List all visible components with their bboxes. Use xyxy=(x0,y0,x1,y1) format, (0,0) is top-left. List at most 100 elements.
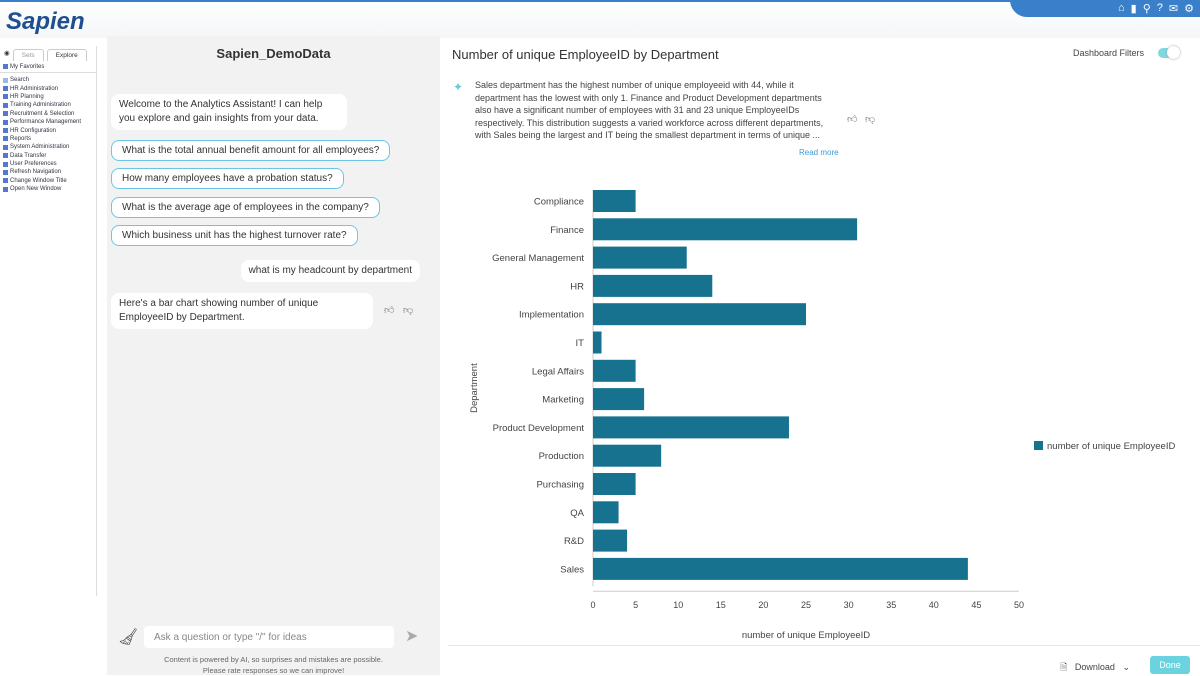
bar[interactable] xyxy=(593,529,628,552)
dashboard-filters: Dashboard Filters xyxy=(1073,46,1180,59)
disclaimer: Content is powered by AI, so surprises a… xyxy=(107,654,440,676)
nav-item[interactable]: System Administration xyxy=(0,143,96,151)
x-tick-label: 10 xyxy=(673,600,683,610)
gear-icon[interactable]: ⚙ xyxy=(1184,3,1194,15)
bar[interactable] xyxy=(593,303,806,326)
chart-icon[interactable]: ▮ xyxy=(1130,3,1137,15)
x-tick-label: 50 xyxy=(1014,600,1024,610)
help-icon[interactable]: ? xyxy=(1156,2,1163,14)
nav-label: Change Window Title xyxy=(10,177,67,184)
x-tick-label: 15 xyxy=(716,600,726,610)
bar[interactable] xyxy=(593,557,968,580)
bar[interactable] xyxy=(593,246,687,269)
bar[interactable] xyxy=(593,473,636,495)
assistant-reply: Here's a bar chart showing number of uni… xyxy=(111,293,373,329)
tab-sets[interactable]: Sets xyxy=(12,49,44,61)
y-tick-label: Purchasing xyxy=(536,480,584,491)
suggestion-button[interactable]: How many employees have a probation stat… xyxy=(111,168,344,189)
y-tick-label: Product Development xyxy=(493,423,585,434)
action-icon xyxy=(3,169,8,175)
nav-item[interactable]: Data Transfer xyxy=(0,152,96,160)
nav-label: Refresh Navigation xyxy=(10,169,62,176)
nav-label: Open New Window xyxy=(10,186,62,193)
y-tick-label: QA xyxy=(570,508,584,519)
tab-explore[interactable]: Explore xyxy=(46,49,87,61)
bar[interactable] xyxy=(593,416,789,439)
nav-item[interactable]: Search xyxy=(0,76,96,84)
x-axis-title: number of unique EmployeeID xyxy=(742,630,870,641)
thumbs-down-icon[interactable]: 👎︎ xyxy=(403,305,414,316)
bar[interactable] xyxy=(593,359,636,382)
home-icon[interactable]: ⌂ xyxy=(1118,2,1125,14)
nav-item[interactable]: Open New Window xyxy=(0,185,96,193)
nav-label: Performance Management xyxy=(10,119,82,126)
nav-favorites[interactable]: My Favorites xyxy=(0,61,96,73)
nav-item[interactable]: HR Configuration xyxy=(0,126,96,134)
broom-icon[interactable]: 🧹︎ xyxy=(118,629,139,646)
thumbs-up-icon[interactable]: 👍︎ xyxy=(847,114,858,125)
folder-icon xyxy=(3,128,8,134)
folder-icon xyxy=(3,86,8,92)
nav-collapse-icon[interactable]: ◉ xyxy=(4,50,10,57)
done-button[interactable]: Done xyxy=(1150,656,1190,674)
mail-icon[interactable]: ✉ xyxy=(1168,3,1179,15)
x-tick-label: 25 xyxy=(801,600,811,610)
legend-label[interactable]: number of unique EmployeeID xyxy=(1047,441,1175,452)
folder-icon xyxy=(3,102,8,108)
nav-item[interactable]: Reports xyxy=(0,135,96,143)
y-tick-label: Finance xyxy=(550,225,584,236)
thumbs-up-icon[interactable]: 👍︎ xyxy=(384,305,395,316)
filters-toggle[interactable] xyxy=(1158,46,1180,59)
nav-item[interactable]: User Preferences xyxy=(0,160,96,168)
suggestion-button[interactable]: What is the average age of employees in … xyxy=(111,197,380,218)
nav-item[interactable]: Change Window Title xyxy=(0,177,96,185)
y-tick-label: Sales xyxy=(560,564,584,575)
nav-label: HR Planning xyxy=(10,93,44,100)
bar[interactable] xyxy=(593,331,602,354)
suggestion-button[interactable]: What is the total annual benefit amount … xyxy=(111,140,391,161)
y-tick-label: R&D xyxy=(564,536,584,547)
nav-item[interactable]: Recruitment & Selection xyxy=(0,110,96,118)
send-icon[interactable]: ➤ xyxy=(405,628,419,645)
nav-item[interactable]: Refresh Navigation xyxy=(0,168,96,176)
x-tick-label: 40 xyxy=(929,600,939,610)
bar[interactable] xyxy=(593,274,713,297)
nav-item[interactable]: Performance Management xyxy=(0,118,96,126)
navigation-panel: ◉ Sets Explore My Favorites Search HR Adm… xyxy=(0,46,97,596)
action-icon xyxy=(3,186,8,192)
x-tick-label: 5 xyxy=(633,600,638,610)
chat-panel: Sapien_DemoData Welcome to the Analytics… xyxy=(107,36,440,675)
read-more-link[interactable]: Read more xyxy=(799,148,839,157)
download-button[interactable]: 🗎 Download ⌄ xyxy=(1060,660,1130,676)
y-tick-label: HR xyxy=(570,281,584,292)
search-icon xyxy=(3,77,8,83)
nav-label: Data Transfer xyxy=(10,152,47,159)
folder-icon xyxy=(3,119,8,125)
search-icon[interactable]: ⚲ xyxy=(1142,3,1151,15)
y-tick-label: Legal Affairs xyxy=(532,366,584,377)
chart-title: Number of unique EmployeeID by Departmen… xyxy=(452,47,719,62)
suggestion-button[interactable]: Which business unit has the highest turn… xyxy=(111,225,358,246)
bottom-bar xyxy=(448,645,1200,675)
nav-item[interactable]: HR Administration xyxy=(0,84,96,92)
bar[interactable] xyxy=(593,388,645,411)
thumbs-down-icon[interactable]: 👎︎ xyxy=(865,114,876,125)
bar[interactable] xyxy=(593,218,858,241)
nav-label: System Administration xyxy=(10,144,70,151)
sparkle-icon: ✦ xyxy=(453,80,464,94)
folder-icon xyxy=(3,136,8,142)
x-tick-label: 35 xyxy=(886,600,896,610)
bar[interactable] xyxy=(593,190,636,212)
main-panel: Number of unique EmployeeID by Departmen… xyxy=(440,36,1200,675)
nav-item[interactable]: Training Administration xyxy=(0,101,96,109)
chat-input[interactable] xyxy=(144,626,394,648)
download-label: Download xyxy=(1074,662,1115,672)
chevron-down-icon: ⌄ xyxy=(1122,662,1130,672)
bar[interactable] xyxy=(593,444,662,467)
folder-icon xyxy=(3,161,8,167)
nav-label: User Preferences xyxy=(10,161,57,168)
ai-summary: Sales department has the highest number … xyxy=(475,80,824,140)
bar[interactable] xyxy=(593,501,619,524)
legend-swatch xyxy=(1034,441,1043,450)
nav-item[interactable]: HR Planning xyxy=(0,93,96,101)
